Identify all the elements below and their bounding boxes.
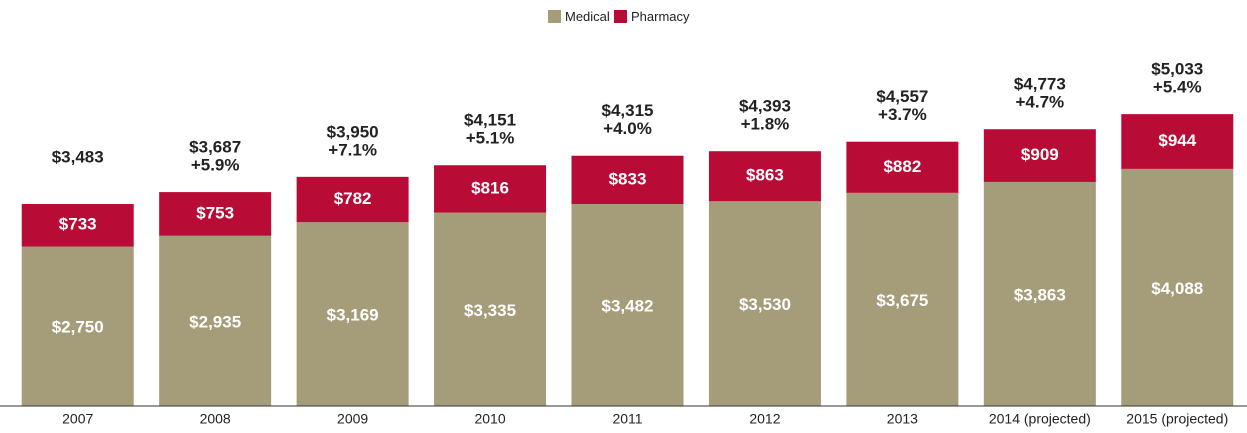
legend-swatch [548,10,561,23]
data-label: $863 [746,166,784,185]
x-tick-label: 2008 [200,411,231,427]
total-label: $3,950 [327,122,379,141]
bar-segment [159,192,272,236]
legend-label: Medical [565,9,610,24]
bar-segment [571,204,684,406]
data-label: $753 [196,203,234,222]
data-label: $3,335 [464,301,516,320]
bar-segment [296,176,409,223]
bar-segment [846,192,959,406]
data-label: $882 [883,157,921,176]
bar-segment [21,246,134,406]
x-tick-label: 2011 [612,411,642,427]
x-tick-label: 2007 [62,411,93,427]
bar-segment [708,201,821,406]
bar-segment [983,129,1096,182]
bar-segment [1121,168,1234,406]
bar-segment [708,151,821,202]
bar-segment [571,155,684,205]
total-label: $5,033 [1151,60,1203,79]
data-label: $3,482 [602,297,654,316]
growth-label: +3.7% [878,105,927,124]
data-label: $3,530 [739,295,791,314]
x-tick-label: 2012 [749,411,780,427]
x-tick-label: 2014 (projected) [989,411,1091,427]
x-tick-label: 2009 [337,411,368,427]
x-tick-label: 2010 [474,411,505,427]
data-label: $3,675 [876,291,928,310]
data-label: $909 [1021,145,1059,164]
x-tick-label: 2013 [887,411,918,427]
legend-swatch [614,10,627,23]
data-label: $944 [1158,131,1196,150]
bar-segment [159,235,272,406]
data-label: $4,088 [1151,279,1203,298]
bar-segment [21,203,134,247]
data-label: $733 [59,215,97,234]
total-label: $4,773 [1014,75,1066,94]
total-label: $3,483 [52,147,104,166]
growth-label: +7.1% [328,140,377,159]
bar-segment [296,222,409,406]
total-label: $3,687 [189,138,241,157]
data-label: $2,750 [52,318,104,337]
data-label: $782 [334,189,372,208]
total-label: $4,151 [464,111,516,130]
growth-label: +5.1% [466,129,515,148]
total-label: $4,557 [876,87,928,106]
data-label: $833 [609,169,647,188]
total-label: $4,315 [602,101,654,120]
data-label: $816 [471,178,509,197]
growth-label: +4.7% [1015,93,1064,112]
total-label: $4,393 [739,97,791,116]
growth-label: +4.0% [603,119,652,138]
x-tick-label: 2015 (projected) [1126,411,1228,427]
data-label: $2,935 [189,312,241,331]
bar-segment [983,181,1096,406]
legend-label: Pharmacy [631,9,690,24]
growth-label: +5.4% [1153,78,1202,97]
data-label: $3,169 [327,306,379,325]
bar-segment [434,212,547,406]
growth-label: +1.8% [741,115,790,134]
bar-segment [1121,114,1234,169]
bar-segment [846,141,959,193]
bar-segment [434,165,547,213]
growth-label: +5.9% [191,156,240,175]
data-label: $3,863 [1014,285,1066,304]
